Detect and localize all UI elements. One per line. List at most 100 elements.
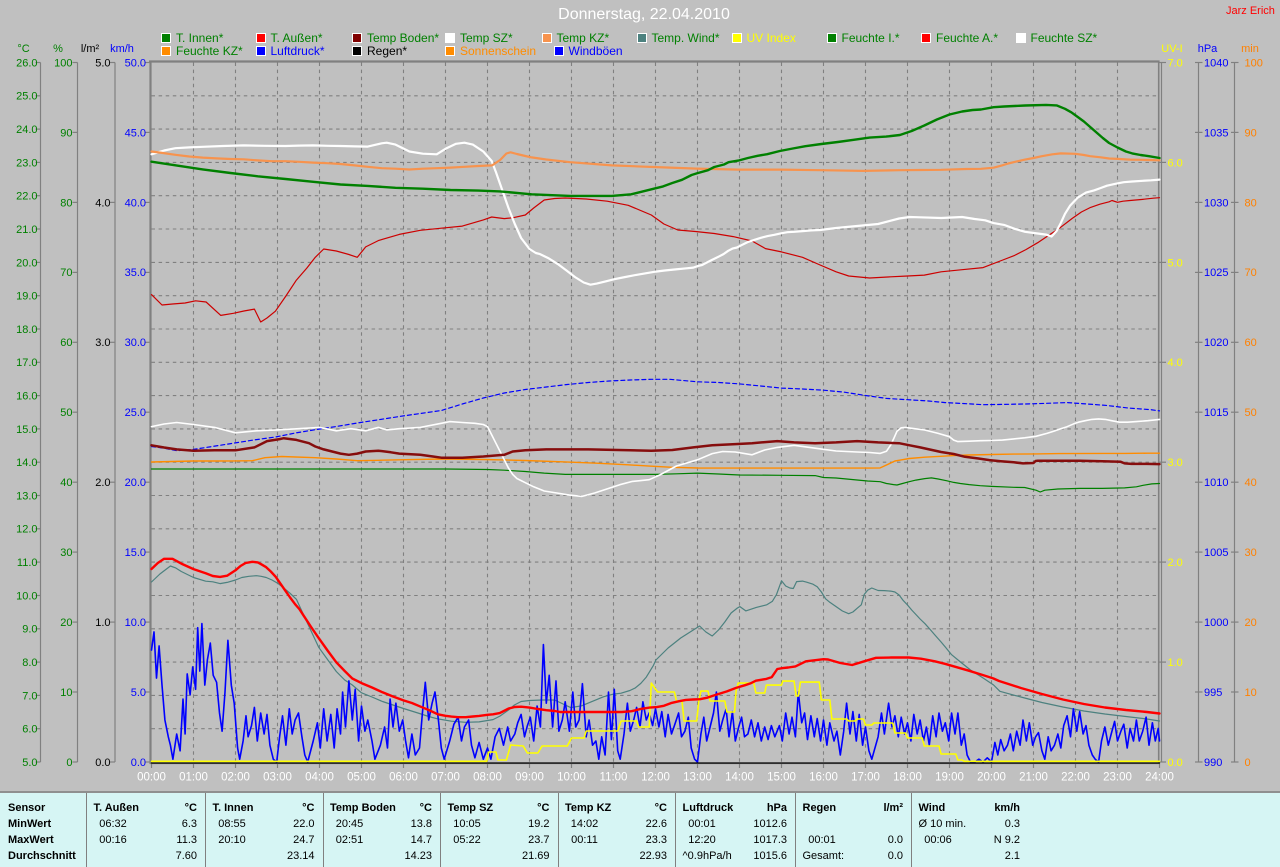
svg-text:4.0: 4.0 xyxy=(95,197,110,209)
svg-text:0.0: 0.0 xyxy=(1168,757,1183,769)
svg-text:40.0: 40.0 xyxy=(125,197,146,209)
svg-text:1015: 1015 xyxy=(1204,407,1228,419)
svg-text:°C: °C xyxy=(17,43,29,55)
svg-text:1000: 1000 xyxy=(1204,617,1228,629)
svg-text:35.0: 35.0 xyxy=(125,267,146,279)
svg-text:1030: 1030 xyxy=(1204,197,1228,209)
svg-text:90: 90 xyxy=(60,127,72,139)
svg-text:17.0: 17.0 xyxy=(16,357,37,369)
svg-text:hPa: hPa xyxy=(1198,43,1218,55)
svg-text:1025: 1025 xyxy=(1204,267,1228,279)
svg-text:60: 60 xyxy=(60,337,72,349)
svg-text:01:00: 01:00 xyxy=(179,772,208,784)
svg-text:4.0: 4.0 xyxy=(1168,357,1183,369)
svg-text:3.0: 3.0 xyxy=(95,337,110,349)
svg-text:%: % xyxy=(53,43,63,55)
svg-text:24:00: 24:00 xyxy=(1145,772,1174,784)
svg-text:19:00: 19:00 xyxy=(935,772,964,784)
svg-text:70: 70 xyxy=(60,267,72,279)
svg-text:3.0: 3.0 xyxy=(1168,457,1183,469)
svg-text:20: 20 xyxy=(1245,617,1257,629)
svg-text:09:00: 09:00 xyxy=(515,772,544,784)
svg-text:21:00: 21:00 xyxy=(1019,772,1048,784)
svg-text:0: 0 xyxy=(1245,757,1251,769)
svg-text:100: 100 xyxy=(54,57,72,69)
svg-text:l/m²: l/m² xyxy=(81,43,100,55)
svg-text:15:00: 15:00 xyxy=(767,772,796,784)
svg-text:990: 990 xyxy=(1204,757,1222,769)
svg-text:0: 0 xyxy=(66,757,72,769)
svg-text:5.0: 5.0 xyxy=(131,687,146,699)
svg-text:20:00: 20:00 xyxy=(977,772,1006,784)
svg-text:5.0: 5.0 xyxy=(1168,257,1183,269)
svg-text:20.0: 20.0 xyxy=(125,477,146,489)
svg-text:12.0: 12.0 xyxy=(16,524,37,536)
svg-text:12:00: 12:00 xyxy=(641,772,670,784)
svg-text:50: 50 xyxy=(1245,407,1257,419)
svg-text:16.0: 16.0 xyxy=(16,391,37,403)
svg-text:90: 90 xyxy=(1245,127,1257,139)
svg-text:5.0: 5.0 xyxy=(95,57,110,69)
svg-text:0.0: 0.0 xyxy=(95,757,110,769)
svg-text:25.0: 25.0 xyxy=(16,91,37,103)
svg-text:6.0: 6.0 xyxy=(1168,157,1183,169)
svg-text:18:00: 18:00 xyxy=(893,772,922,784)
svg-text:10: 10 xyxy=(1245,687,1257,699)
svg-text:70: 70 xyxy=(1245,267,1257,279)
svg-text:00:00: 00:00 xyxy=(137,772,166,784)
svg-text:30.0: 30.0 xyxy=(125,337,146,349)
svg-text:13:00: 13:00 xyxy=(683,772,712,784)
svg-text:8.0: 8.0 xyxy=(22,657,37,669)
svg-text:10:00: 10:00 xyxy=(557,772,586,784)
svg-text:5.0: 5.0 xyxy=(22,757,37,769)
svg-text:40: 40 xyxy=(1245,477,1257,489)
svg-text:17:00: 17:00 xyxy=(851,772,880,784)
svg-text:23:00: 23:00 xyxy=(1103,772,1132,784)
svg-text:23.0: 23.0 xyxy=(16,157,37,169)
svg-text:1010: 1010 xyxy=(1204,477,1228,489)
svg-text:24.0: 24.0 xyxy=(16,124,37,136)
svg-text:20: 20 xyxy=(60,617,72,629)
svg-text:995: 995 xyxy=(1204,687,1222,699)
svg-text:km/h: km/h xyxy=(110,43,134,55)
svg-text:1020: 1020 xyxy=(1204,337,1228,349)
svg-text:25.0: 25.0 xyxy=(125,407,146,419)
svg-text:15.0: 15.0 xyxy=(16,424,37,436)
svg-text:60: 60 xyxy=(1245,337,1257,349)
svg-text:20.0: 20.0 xyxy=(16,257,37,269)
svg-text:13.0: 13.0 xyxy=(16,490,37,502)
svg-text:0.0: 0.0 xyxy=(131,757,146,769)
svg-text:02:00: 02:00 xyxy=(221,772,250,784)
svg-text:22:00: 22:00 xyxy=(1061,772,1090,784)
svg-text:min: min xyxy=(1241,43,1259,55)
svg-text:2.0: 2.0 xyxy=(1168,557,1183,569)
svg-text:2.0: 2.0 xyxy=(95,477,110,489)
svg-text:80: 80 xyxy=(1245,197,1257,209)
svg-text:06:00: 06:00 xyxy=(389,772,418,784)
svg-text:1040: 1040 xyxy=(1204,57,1228,69)
svg-text:16:00: 16:00 xyxy=(809,772,838,784)
svg-text:11.0: 11.0 xyxy=(17,557,38,569)
svg-text:19.0: 19.0 xyxy=(16,291,37,303)
svg-text:11:00: 11:00 xyxy=(600,772,628,784)
svg-text:80: 80 xyxy=(60,197,72,209)
svg-text:7.0: 7.0 xyxy=(22,690,37,702)
svg-text:26.0: 26.0 xyxy=(16,57,37,69)
svg-text:08:00: 08:00 xyxy=(473,772,502,784)
svg-text:15.0: 15.0 xyxy=(125,547,146,559)
svg-text:14:00: 14:00 xyxy=(725,772,754,784)
svg-text:45.0: 45.0 xyxy=(125,127,146,139)
svg-text:50: 50 xyxy=(60,407,72,419)
svg-text:30: 30 xyxy=(60,547,72,559)
svg-text:07:00: 07:00 xyxy=(431,772,460,784)
svg-text:10: 10 xyxy=(60,687,72,699)
svg-text:21.0: 21.0 xyxy=(16,224,37,236)
svg-text:40: 40 xyxy=(60,477,72,489)
svg-text:10.0: 10.0 xyxy=(16,590,37,602)
svg-text:03:00: 03:00 xyxy=(263,772,292,784)
svg-text:18.0: 18.0 xyxy=(16,324,37,336)
svg-text:9.0: 9.0 xyxy=(22,624,37,636)
svg-text:22.0: 22.0 xyxy=(16,191,37,203)
svg-text:7.0: 7.0 xyxy=(1168,57,1183,69)
svg-text:50.0: 50.0 xyxy=(125,57,146,69)
